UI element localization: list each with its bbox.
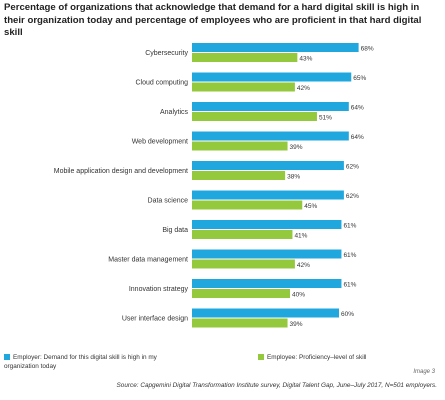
- category-label: Mobile application design and developmen…: [54, 168, 188, 175]
- employer-value-label: 64%: [351, 134, 364, 141]
- employee-value-label: 40%: [292, 292, 305, 299]
- employee-bar: [192, 141, 288, 151]
- employee-value-label: 45%: [304, 203, 317, 210]
- employer-value-label: 61%: [343, 252, 356, 259]
- category-label: Cloud computing: [135, 80, 188, 87]
- employee-bar: [192, 230, 293, 239]
- employer-bar: [192, 220, 342, 229]
- category-label: Big data: [162, 227, 188, 234]
- category-label: Innovation strategy: [129, 286, 189, 293]
- employee-bar: [192, 259, 295, 269]
- legend-employee: Employee: Proficiency–level of skill: [258, 353, 438, 362]
- employer-value-label: 65%: [353, 75, 366, 82]
- category-label: Cybersecurity: [145, 50, 188, 57]
- legend-employer-label: Employer: Demand for this digital skill …: [4, 354, 157, 370]
- employee-value-label: 51%: [319, 115, 332, 122]
- employer-bar: [192, 308, 339, 318]
- employer-bar: [192, 131, 349, 141]
- employer-value-label: 60%: [341, 311, 354, 318]
- legend-employee-swatch: [258, 354, 264, 360]
- employer-value-label: 64%: [351, 105, 364, 112]
- employee-value-label: 42%: [297, 262, 310, 269]
- employee-bar: [192, 112, 317, 121]
- employee-bar: [192, 318, 288, 328]
- employer-bar: [192, 279, 342, 288]
- employee-bar: [192, 289, 290, 298]
- employee-bar: [192, 53, 298, 62]
- employer-bar: [192, 190, 344, 200]
- employer-bar: [192, 161, 344, 170]
- employer-bar: [192, 72, 352, 82]
- chart-title: Percentage of organizations that acknowl…: [4, 2, 422, 38]
- employee-value-label: 39%: [290, 321, 303, 328]
- employer-bar: [192, 43, 359, 52]
- employer-value-label: 62%: [346, 193, 359, 200]
- employee-value-label: 38%: [287, 174, 300, 181]
- employee-bar: [192, 82, 295, 92]
- category-label: Data science: [148, 198, 189, 205]
- employee-bar: [192, 200, 303, 210]
- category-label: Analytics: [160, 109, 189, 116]
- employee-bar: [192, 171, 286, 180]
- employer-bar: [192, 102, 349, 111]
- image-number: Image 3: [413, 369, 435, 375]
- employee-value-label: 43%: [299, 56, 312, 63]
- category-label: Master data management: [108, 257, 188, 264]
- employer-value-label: 61%: [343, 223, 356, 230]
- employee-value-label: 42%: [297, 85, 310, 92]
- employer-value-label: 62%: [346, 164, 359, 171]
- legend-employer-swatch: [4, 354, 10, 360]
- source-note: Source: Capgemini Digital Transformation…: [116, 382, 437, 389]
- employee-value-label: 39%: [290, 144, 303, 151]
- employer-value-label: 61%: [343, 282, 356, 289]
- category-label: User interface design: [122, 316, 188, 323]
- employee-value-label: 41%: [294, 233, 307, 240]
- legend-employer: Employer: Demand for this digital skill …: [4, 353, 184, 371]
- category-label: Web development: [132, 139, 188, 146]
- bar-chart: Cybersecurity 68% 43% Cloud computing 65% 42%…: [54, 43, 374, 328]
- legend-employee-label: Employee: Proficiency–level of skill: [267, 354, 367, 361]
- employer-bar: [192, 249, 342, 259]
- employer-value-label: 68%: [361, 46, 374, 53]
